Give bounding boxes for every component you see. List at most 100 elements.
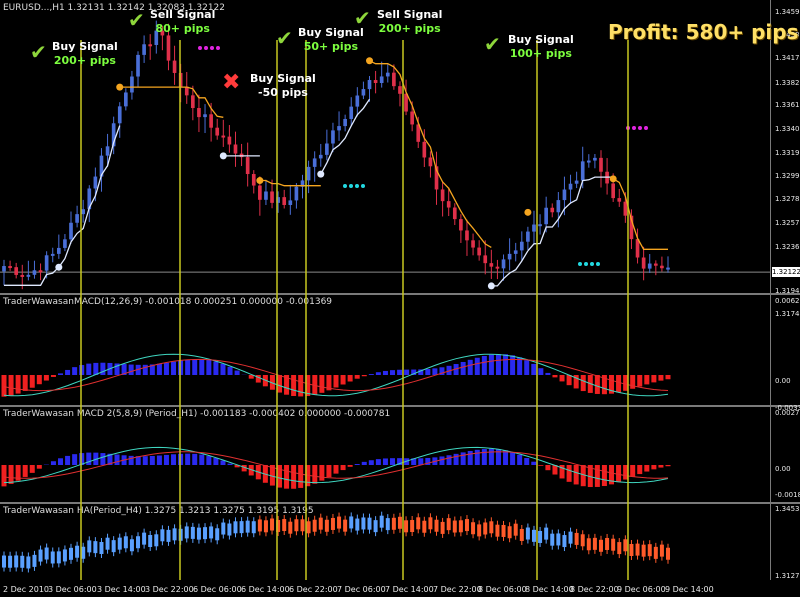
ha-body bbox=[550, 533, 555, 546]
ha-body bbox=[592, 537, 597, 550]
candle-body bbox=[349, 106, 354, 119]
ha-body bbox=[93, 541, 98, 554]
ha-body bbox=[184, 526, 189, 539]
candle-body bbox=[404, 93, 408, 112]
histogram-bar bbox=[305, 375, 311, 397]
candle-body bbox=[20, 274, 25, 277]
marker-dot bbox=[216, 46, 220, 50]
ha-body bbox=[190, 526, 195, 539]
histogram-bar bbox=[559, 375, 565, 382]
ha-body bbox=[288, 521, 293, 534]
histogram-bar bbox=[114, 363, 120, 375]
macd1-pane[interactable]: TraderWawasanMACD(12,26,9) -0.001018 0.0… bbox=[0, 295, 800, 405]
time-tick-label: 3 Dec 14:00 bbox=[97, 585, 146, 594]
histogram-bar bbox=[163, 362, 169, 375]
ha-body bbox=[513, 523, 518, 536]
candle-body bbox=[136, 54, 140, 77]
signal-annotation: Buy Signal 200+ pips bbox=[52, 40, 118, 68]
ha-body bbox=[464, 519, 469, 532]
candle-body bbox=[312, 158, 317, 167]
signal-annotation: Buy Signal 100+ pips bbox=[508, 33, 574, 61]
ha-body bbox=[556, 533, 561, 546]
ha-body bbox=[361, 517, 366, 530]
ha-body bbox=[458, 520, 463, 533]
histogram-bar bbox=[411, 369, 417, 375]
histogram-bar bbox=[411, 458, 417, 465]
ha-body bbox=[367, 517, 372, 530]
histogram-bar bbox=[644, 375, 650, 385]
marker-dot bbox=[596, 262, 600, 266]
candle-body bbox=[130, 76, 134, 93]
ha-body bbox=[349, 516, 354, 529]
macd-line bbox=[3, 446, 669, 484]
histogram-bar bbox=[566, 375, 572, 386]
histogram-bar bbox=[616, 465, 622, 483]
pane-separator[interactable] bbox=[0, 293, 800, 295]
candle-body bbox=[538, 224, 542, 227]
ha-body bbox=[562, 535, 567, 548]
signal-pips: -50 pips bbox=[258, 86, 308, 99]
histogram-bar bbox=[601, 375, 607, 395]
histogram-bar bbox=[284, 465, 290, 489]
histogram-bar bbox=[510, 452, 516, 465]
ha-body bbox=[653, 546, 658, 559]
pane-separator[interactable] bbox=[0, 502, 800, 504]
candle-body bbox=[593, 157, 597, 161]
histogram-bar bbox=[453, 453, 459, 465]
price-candles bbox=[0, 20, 770, 290]
candle-body bbox=[653, 263, 658, 266]
histogram-bar bbox=[269, 465, 275, 486]
candle-body bbox=[373, 80, 378, 84]
candle-body bbox=[422, 141, 427, 158]
signal-pips: 80+ pips bbox=[155, 22, 210, 35]
price-tick-label: 1.34175 bbox=[775, 54, 800, 62]
macd2-pane[interactable]: TraderWawasan MACD 2(5,8,9) (Period_H1) … bbox=[0, 407, 800, 502]
candle-body bbox=[178, 72, 183, 87]
ha-body bbox=[209, 526, 214, 539]
histogram-bar bbox=[128, 455, 134, 465]
ha-body bbox=[611, 538, 616, 551]
candle-body bbox=[635, 239, 640, 258]
time-tick-label: 6 Dec 22:00 bbox=[289, 585, 338, 594]
macd1-histogram bbox=[1, 353, 671, 397]
price-tick-label: 1.33612 bbox=[775, 101, 800, 109]
ha-pane[interactable]: TraderWawasan HA(Period_H4) 1.3275 1.321… bbox=[0, 504, 800, 580]
histogram-bar bbox=[15, 465, 21, 481]
histogram-bar bbox=[517, 454, 523, 465]
ha-body bbox=[617, 542, 622, 555]
candle-body bbox=[117, 106, 122, 124]
marker-dot bbox=[355, 184, 359, 188]
histogram-bar bbox=[637, 375, 643, 387]
price-pane[interactable]: EURUSD...,H1 1.32131 1.32142 1.32083 1.3… bbox=[0, 0, 800, 293]
histogram-bar bbox=[171, 454, 177, 465]
candle-body bbox=[142, 44, 146, 55]
candle-body bbox=[184, 86, 189, 96]
candle-body bbox=[197, 108, 201, 118]
pane-separator[interactable] bbox=[0, 405, 800, 407]
macd2-header: TraderWawasan MACD 2(5,8,9) (Period_H1) … bbox=[3, 409, 391, 419]
signal-annotation: Buy Signal -50 pips bbox=[250, 72, 316, 100]
histogram-bar bbox=[637, 465, 643, 475]
time-tick-label: 6 Dec 06:00 bbox=[193, 585, 242, 594]
indicator-tick-label: 0.00272 bbox=[775, 409, 800, 417]
candle-body bbox=[93, 176, 98, 189]
signal-pips: 200+ pips bbox=[378, 22, 441, 35]
histogram-bar bbox=[72, 454, 78, 465]
candle-body bbox=[459, 219, 463, 231]
histogram-bar bbox=[404, 369, 410, 375]
candle-body bbox=[63, 239, 67, 248]
trailing-stop-resistance bbox=[612, 178, 668, 250]
histogram-bar bbox=[149, 455, 155, 465]
ha-body bbox=[623, 539, 628, 552]
marker-dot bbox=[590, 262, 594, 266]
histogram-bar bbox=[93, 452, 99, 465]
histogram-bar bbox=[185, 359, 191, 375]
candle-body bbox=[471, 240, 475, 248]
histogram-bar bbox=[623, 465, 629, 480]
histogram-bar bbox=[255, 375, 261, 383]
histogram-bar bbox=[29, 465, 35, 473]
histogram-bar bbox=[276, 375, 282, 393]
histogram-bar bbox=[630, 375, 636, 389]
histogram-bar bbox=[114, 454, 120, 465]
marker-dot bbox=[632, 126, 636, 130]
